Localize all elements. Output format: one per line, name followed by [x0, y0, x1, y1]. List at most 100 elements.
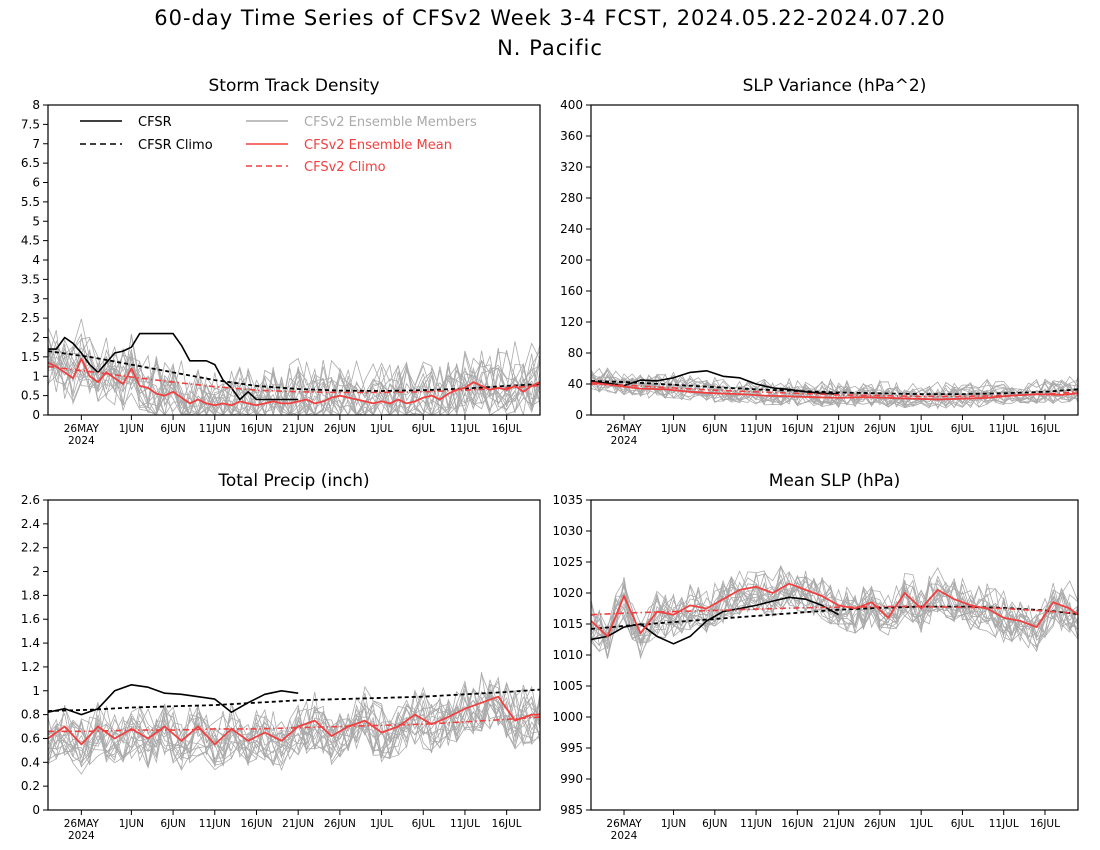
- y-tick-label: 0.4: [21, 755, 40, 769]
- ensemble-member-line: [48, 343, 540, 415]
- plot-area: [591, 367, 1078, 410]
- y-tick-label: 0.6: [21, 731, 40, 745]
- ensemble-member-line: [48, 333, 540, 415]
- series-cfsr-climo: [591, 380, 1078, 396]
- y-tick-label: 1005: [552, 679, 583, 693]
- x-tick-label: 16JUL: [492, 423, 522, 435]
- ensemble-member-line: [591, 376, 1078, 409]
- y-tick-label: 3: [32, 292, 40, 306]
- x-tick-sublabel: 2024: [611, 830, 638, 842]
- y-tick-label: 7.5: [21, 117, 40, 131]
- y-tick-label: 1.6: [21, 612, 40, 626]
- y-tick-label: 3.5: [21, 272, 40, 286]
- x-tick-label: 16JUL: [492, 818, 522, 830]
- y-tick-label: 320: [560, 160, 583, 174]
- chart-title: Total Precip (inch): [217, 471, 369, 491]
- x-tick-label: 11JUN: [740, 818, 772, 830]
- y-tick-label: 2.4: [21, 517, 40, 531]
- y-tick-label: 400: [560, 98, 583, 112]
- y-tick-label: 5.5: [21, 195, 40, 209]
- x-tick-label: 1JUN: [119, 818, 144, 830]
- y-tick-label: 2: [32, 331, 40, 345]
- y-tick-label: 1.5: [21, 350, 40, 364]
- y-tick-label: 0.8: [21, 708, 40, 722]
- x-tick-label: 16JUL: [1030, 423, 1060, 435]
- ensemble-member-line: [591, 369, 1078, 406]
- legend-label: CFSv2 Ensemble Members: [304, 115, 477, 130]
- ensemble-member-line: [48, 687, 540, 772]
- y-tick-label: 985: [560, 803, 583, 817]
- x-tick-label: 11JUN: [199, 423, 231, 435]
- ensemble-member-line: [48, 355, 540, 415]
- y-tick-label: 1025: [552, 555, 583, 569]
- y-tick-label: 7: [32, 137, 40, 151]
- ensemble-member-line: [591, 565, 1078, 643]
- y-tick-label: 1015: [552, 617, 583, 631]
- x-tick-label: 6JUN: [160, 818, 185, 830]
- x-tick-sublabel: 2024: [68, 830, 95, 842]
- x-tick-label: 26MAY: [64, 423, 100, 435]
- series-cfsr: [48, 332, 299, 401]
- ensemble-member-line: [48, 691, 540, 764]
- series-cfsv2-ensemble-mean: [591, 381, 1078, 401]
- y-tick-label: 1020: [552, 586, 583, 600]
- x-tick-label: 11JUN: [199, 818, 231, 830]
- y-tick-label: 280: [560, 191, 583, 205]
- y-tick-label: 0.5: [21, 389, 40, 403]
- x-tick-label: 6JUL: [951, 423, 974, 435]
- y-tick-label: 990: [560, 772, 583, 786]
- x-tick-label: 26MAY: [606, 818, 642, 830]
- plot-frame: [590, 104, 1079, 416]
- x-tick-label: 1JUN: [661, 818, 686, 830]
- y-tick-label: 1.8: [21, 588, 40, 602]
- y-tick-label: 200: [560, 253, 583, 267]
- plot-frame: [47, 499, 541, 811]
- y-tick-label: 1000: [552, 710, 583, 724]
- y-tick-label: 995: [560, 741, 583, 755]
- chart-title: Mean SLP (hPa): [769, 471, 901, 491]
- series-cfsr-climo: [591, 605, 1078, 630]
- y-tick-label: 0: [32, 803, 40, 817]
- y-tick-label: 2.5: [21, 311, 40, 325]
- y-tick-label: 8: [32, 98, 40, 112]
- y-tick-label: 360: [560, 129, 583, 143]
- chart-panel-1: Storm Track Density 0 0.5 1 1.5 2 2.5 3 3.5 4 4.5 5…: [21, 76, 541, 447]
- figure-title: 60-day Time Series of CFSv2 Week 3-4 FCS…: [154, 6, 946, 30]
- y-tick-label: 6: [32, 176, 40, 190]
- x-tick-label: 26JUN: [324, 818, 356, 830]
- y-tick-label: 5: [32, 214, 40, 228]
- series-cfsv2-climo: [48, 365, 540, 394]
- y-tick-label: 0: [32, 408, 40, 422]
- chart-panel-2: SLP Variance (hPa^2) 0 40 80 120 160 200 240 280…: [560, 76, 1079, 447]
- y-tick-label: 240: [560, 222, 583, 236]
- y-tick-label: 4: [32, 253, 40, 267]
- y-tick-label: 1030: [552, 524, 583, 538]
- y-tick-label: 1: [32, 684, 40, 698]
- legend-label: CFSv2 Climo: [304, 160, 386, 175]
- x-tick-label: 21JUN: [282, 818, 314, 830]
- ensemble-member-line: [48, 687, 540, 760]
- y-tick-label: 2: [32, 565, 40, 579]
- x-tick-label: 16JUN: [240, 818, 272, 830]
- plot-area: [48, 318, 540, 415]
- y-tick-label: 1.2: [21, 660, 40, 674]
- x-tick-label: 21JUN: [823, 818, 855, 830]
- chart-title: Storm Track Density: [208, 76, 379, 96]
- y-tick-label: 80: [568, 346, 583, 360]
- plot-frame: [590, 499, 1079, 811]
- ensemble-member-line: [48, 687, 540, 766]
- legend-label: CFSR: [138, 115, 172, 130]
- x-tick-label: 1JUL: [370, 818, 393, 830]
- y-tick-label: 4.5: [21, 234, 40, 248]
- x-tick-label: 6JUL: [412, 818, 435, 830]
- x-tick-label: 26MAY: [606, 423, 642, 435]
- ensemble-member-line: [48, 337, 540, 415]
- y-tick-label: 6.5: [21, 156, 40, 170]
- chart-panel-3: Total Precip (inch) 0 0.2 0.4 0.6 0.8 1 1.2 1.4 1…: [21, 471, 541, 842]
- ensemble-member-line: [591, 571, 1078, 647]
- y-tick-label: 2.6: [21, 493, 40, 507]
- x-tick-label: 1JUL: [910, 818, 933, 830]
- x-tick-label: 6JUN: [702, 423, 727, 435]
- y-tick-label: 2.2: [21, 541, 40, 555]
- x-tick-label: 16JUL: [1030, 818, 1060, 830]
